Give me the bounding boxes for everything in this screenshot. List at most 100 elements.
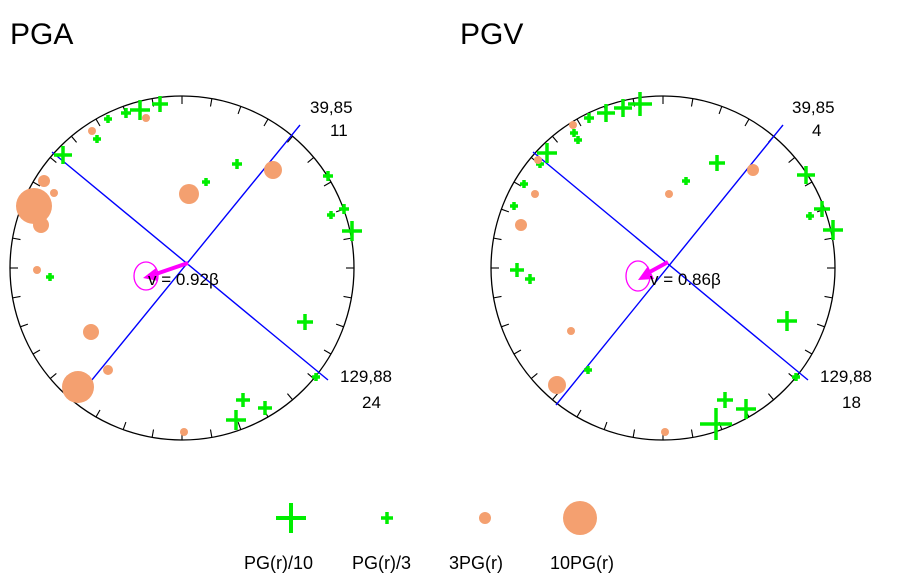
pga-station-dot: [264, 161, 282, 179]
pga-station-dot: [50, 189, 58, 197]
pga-stations: [16, 96, 362, 436]
pga-azimuth-tick: [151, 429, 155, 438]
pga-plane1-label: 39,85: [310, 98, 353, 117]
pga-azimuth-tick: [49, 372, 57, 379]
pgv-station-plus: [597, 104, 615, 122]
pga-azimuth-tick: [32, 181, 41, 187]
pga-velocity-uncertainty-ellipse: [133, 261, 159, 291]
pgv-azimuth-tick: [576, 409, 582, 418]
pgv-azimuth-tick: [501, 323, 510, 328]
pgv-velocity-arrowhead: [638, 266, 654, 280]
pgv-azimuth-tick: [804, 181, 813, 187]
pga-azimuth-tick: [343, 237, 352, 241]
pgv-azimuth-tick: [501, 208, 510, 213]
pga-station-dot: [180, 428, 188, 436]
pgv-station-plus: [682, 177, 690, 185]
pgv-azimuth-tick: [603, 421, 608, 430]
pga-plane2-count: 24: [362, 393, 381, 412]
pga-azimuth-tick: [20, 323, 29, 328]
pgv-azimuth-ticks: [491, 96, 835, 440]
pga-azimuth-tick: [343, 295, 352, 299]
pga-azimuth-tick: [32, 349, 41, 355]
pga-azimuth-tick: [122, 421, 127, 430]
pgv-station-plus: [709, 155, 725, 171]
pga-station-plus: [130, 100, 150, 120]
pgv-azimuth-tick: [552, 393, 559, 401]
pga-station-dot: [16, 188, 52, 224]
pgv-station-plus: [537, 143, 557, 163]
pgv-station-plus: [717, 392, 733, 408]
pgv-station-plus: [525, 274, 535, 284]
pgv-station-dot: [661, 428, 669, 436]
pga-azimuth-tick: [12, 237, 21, 241]
pgv-azimuth-tick: [493, 237, 502, 241]
pgv-azimuth-tick: [552, 135, 559, 143]
pga-azimuth-tick: [237, 106, 242, 115]
pga-azimuth-tick: [95, 409, 101, 418]
pgv-station-plus: [510, 263, 524, 277]
pga-azimuth-tick: [307, 157, 315, 164]
legend-label-10pg: 10PG(r): [550, 553, 614, 573]
pga-station-plus: [342, 221, 362, 241]
pga-station-plus: [93, 135, 101, 143]
pgv-station-dot: [548, 376, 566, 394]
pgv-station-dot: [515, 219, 527, 231]
pgv-station-plus: [806, 212, 814, 220]
pgv-station-dot: [747, 164, 759, 176]
pgv-velocity-arrow: [625, 260, 669, 292]
pga-velocity-label: v = 0.92β: [148, 270, 219, 289]
pga-azimuth-tick: [286, 135, 293, 143]
pga-azimuth-tick: [71, 135, 78, 143]
legend-label-pg-over-10: PG(r)/10: [244, 553, 313, 573]
pga-velocity-arrow: [133, 261, 189, 291]
pgv-station-plus: [792, 373, 800, 381]
pgv-azimuth-tick: [513, 349, 522, 355]
pga-station-plus: [297, 314, 313, 330]
pga-station-dot: [38, 175, 50, 187]
pgv-plane1-count: 4: [812, 121, 821, 140]
pga-station-dot: [179, 184, 199, 204]
pga-title: PGA: [10, 18, 73, 51]
pga-velocity-arrowhead: [143, 268, 158, 281]
pgv-azimuth-tick: [824, 237, 833, 241]
pgv-nodal-plane-1: [555, 124, 784, 406]
pga-station-plus: [312, 373, 320, 381]
pga-azimuth-tick: [323, 181, 332, 187]
pga-azimuth-tick: [209, 429, 213, 438]
pgv-azimuth-tick: [530, 372, 538, 379]
pgv-station-plus: [520, 180, 528, 188]
legend-large-dot-symbol: [563, 501, 597, 535]
pga-station-plus: [104, 115, 112, 123]
pga-station-plus: [152, 96, 168, 112]
pgv-station-plus: [797, 166, 815, 184]
pgv-plane2-label: 129,88: [820, 367, 872, 386]
pgv-station-dot: [531, 190, 539, 198]
pgv-station-plus: [736, 399, 756, 419]
pga-azimuth-tick: [12, 295, 21, 299]
legend-large-plus-symbol: [276, 503, 306, 533]
pgv-station-plus: [628, 92, 652, 116]
pga-station-dot: [103, 365, 113, 375]
pgv-azimuth-tick: [824, 295, 833, 299]
pgv-station-plus: [614, 99, 632, 117]
pgv-station-plus: [584, 366, 592, 374]
pgv-station-plus: [510, 202, 518, 210]
pgv-stereonet-circle: [490, 95, 836, 441]
pgv-station-plus: [570, 129, 578, 137]
pgv-azimuth-tick: [767, 393, 774, 401]
pgv-station-dot: [567, 327, 575, 335]
pga-station-dot: [62, 371, 94, 403]
pga-plane2-label: 129,88: [340, 367, 392, 386]
pgv-azimuth-tick: [744, 118, 750, 127]
pga-azimuth-tick: [49, 157, 57, 164]
pgv-station-plus: [584, 113, 594, 123]
pga-station-plus: [226, 410, 246, 430]
pgv-azimuth-tick: [690, 429, 694, 438]
pgv-azimuth-tick: [576, 118, 582, 127]
pga-nodal-plane-2: [51, 151, 329, 381]
pgv-station-plus: [574, 136, 582, 144]
pga-azimuth-tick: [286, 393, 293, 401]
pgv-plane2-count: 18: [842, 393, 861, 412]
pga-station-dot: [142, 114, 150, 122]
pgv-station-plus: [814, 201, 830, 217]
